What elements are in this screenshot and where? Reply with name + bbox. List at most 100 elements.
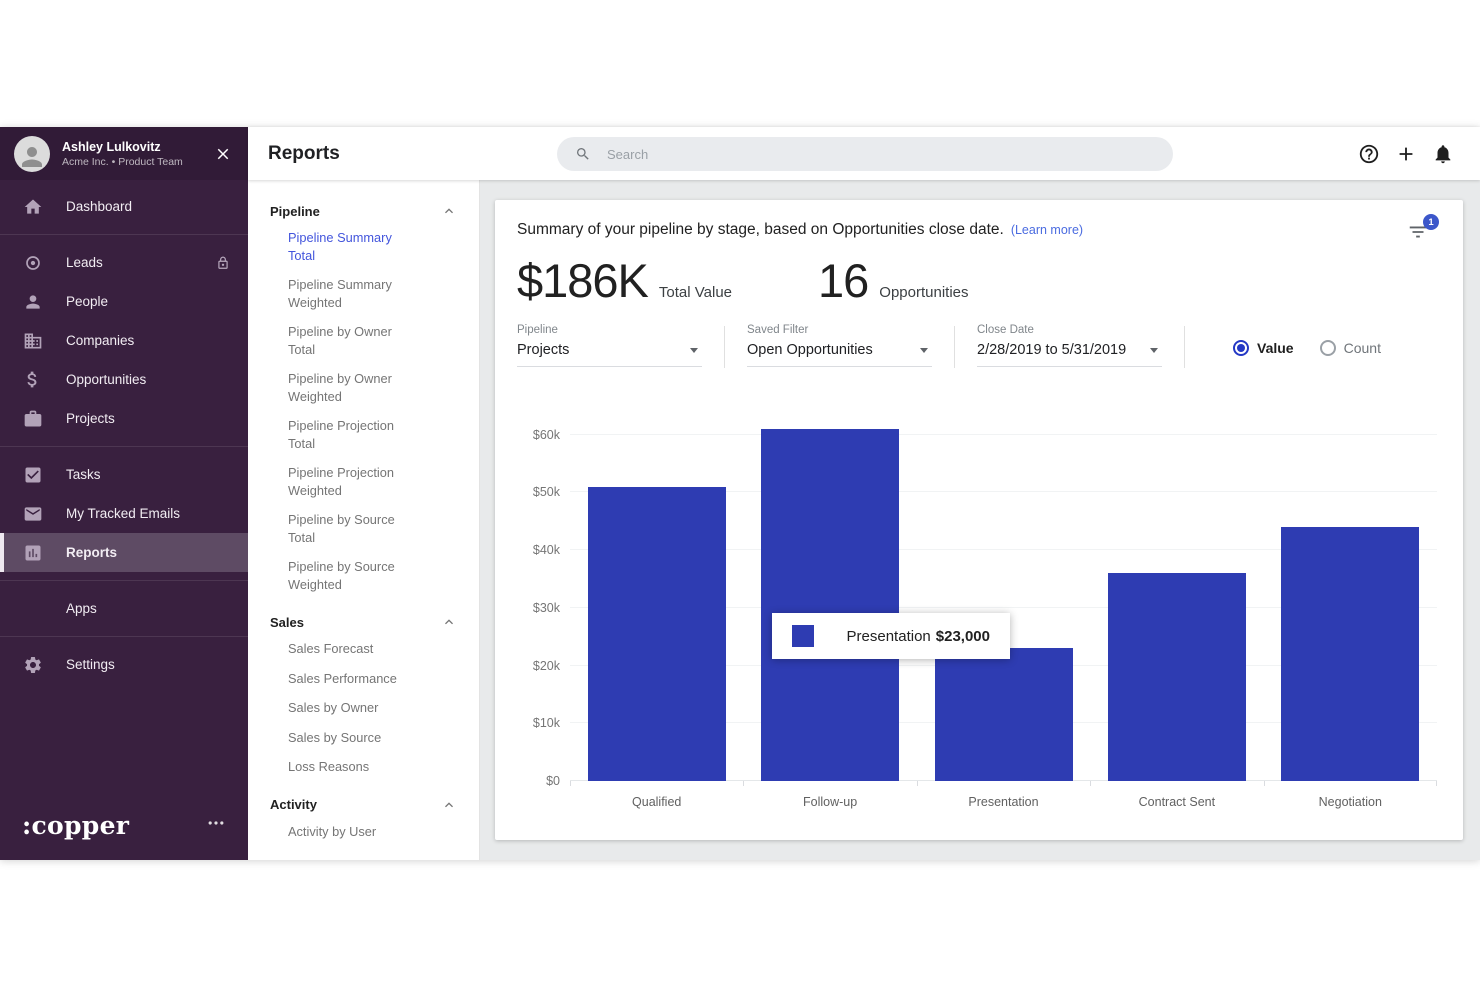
search-input[interactable] — [607, 146, 1155, 162]
stat-value: 16 — [818, 254, 869, 307]
value-count-toggle: Value Count — [1233, 340, 1381, 356]
sidebar-item-my-tracked-emails[interactable]: My Tracked Emails — [0, 494, 248, 533]
add-icon[interactable] — [1394, 142, 1417, 165]
no-icon — [22, 598, 43, 619]
filter-label: Close Date — [977, 324, 1034, 336]
divider — [1184, 326, 1185, 368]
nav-item-loss-reasons[interactable]: Loss Reasons — [288, 759, 370, 774]
sidebar-item-reports[interactable]: Reports — [0, 533, 248, 572]
sidebar-item-tasks[interactable]: Tasks — [0, 455, 248, 494]
task-check-icon — [22, 464, 43, 485]
radio-count[interactable]: Count — [1319, 340, 1381, 356]
y-axis-label: $20k — [532, 658, 560, 673]
x-axis-tick — [1436, 781, 1437, 786]
bar-follow-up[interactable] — [761, 429, 900, 781]
x-axis-label: Qualified — [632, 795, 682, 809]
nav-item-pipeline-summary-total[interactable]: Pipeline Summary Total — [288, 230, 392, 263]
search-bar[interactable] — [557, 137, 1173, 171]
nav-item-activity-by-user[interactable]: Activity by User — [288, 823, 377, 839]
avatar[interactable] — [14, 135, 50, 172]
chevron-up-icon — [445, 208, 453, 214]
filter-label: Saved Filter — [747, 324, 809, 336]
sidebar-item-label: My Tracked Emails — [66, 506, 181, 521]
sidebar-item-people[interactable]: People — [0, 282, 248, 321]
bar-presentation[interactable] — [934, 648, 1073, 781]
filter-bar: Pipeline Projects Saved Filter Open Oppo… — [495, 308, 1463, 368]
nav-item-sales-performance[interactable]: Sales Performance — [288, 670, 397, 686]
user-org: Acme Inc. • Product Team — [62, 155, 183, 168]
home-icon — [22, 196, 43, 217]
more-options-icon[interactable] — [206, 813, 226, 838]
chart-plot: Presentation $23,000 $0 $10k $20k $30k $40k $5… — [533, 428, 1437, 809]
report-card: Summary of your pipeline by stage, based… — [495, 200, 1463, 840]
sidebar-item-leads[interactable]: Leads — [0, 243, 248, 282]
nav-item-pipeline-by-owner-weighted[interactable]: Pipeline by Owner Weighted — [288, 371, 392, 404]
nav-item-sales-forecast[interactable]: Sales Forecast — [288, 641, 374, 656]
topbar: Reports — [248, 127, 1480, 180]
x-axis-label: Negotiation — [1318, 795, 1382, 809]
divider — [0, 446, 248, 447]
stat-value: $186K — [517, 254, 649, 307]
section-title: Pipeline — [270, 203, 320, 219]
sidebar-item-label: Leads — [66, 255, 103, 270]
gridline — [570, 549, 1437, 551]
y-axis-label: $0 — [546, 774, 560, 788]
content-area: Summary of your pipeline by stage, based… — [480, 180, 1480, 860]
nav-item-sales-by-source[interactable]: Sales by Source — [288, 729, 382, 745]
sidebar-nav: Dashboard Leads People Companies — [0, 180, 248, 795]
saved-filter-dropdown[interactable]: Saved Filter Open Opportunities — [747, 324, 932, 367]
stat-label: Total Value — [658, 284, 733, 301]
section-title: Activity — [270, 797, 317, 812]
y-axis-label: $40k — [532, 543, 560, 558]
filter-icon[interactable]: 1 — [1407, 214, 1439, 245]
radio-value[interactable]: Value — [1233, 340, 1294, 356]
x-axis-tick — [916, 781, 918, 786]
x-axis-label: Follow-up — [802, 795, 858, 809]
bell-icon[interactable] — [1431, 142, 1454, 165]
nav-item-pipeline-by-owner-total[interactable]: Pipeline by Owner Total — [288, 324, 392, 357]
help-icon[interactable] — [1357, 142, 1380, 165]
divider — [954, 326, 955, 368]
pipeline-dropdown[interactable]: Pipeline Projects — [517, 324, 702, 367]
gridline — [570, 433, 1437, 435]
pipeline-bar-chart: Presentation $23,000 $0 $10k $20k $30k $40k $5… — [533, 428, 1437, 829]
bar-negotiation[interactable] — [1281, 527, 1420, 781]
divider — [0, 636, 248, 637]
filter-label: Pipeline — [517, 324, 558, 336]
nav-item-pipeline-by-source-total[interactable]: Pipeline by Source Total — [288, 512, 395, 545]
sidebar-item-label: Reports — [66, 545, 118, 560]
sidebar-item-projects[interactable]: Projects — [0, 399, 248, 438]
nav-item-sales-by-owner[interactable]: Sales by Owner — [288, 700, 379, 715]
caret-down-icon — [920, 347, 928, 353]
y-axis-label: $60k — [532, 427, 560, 442]
caret-down-icon — [1150, 347, 1158, 353]
app-window: Ashley Lulkovitz Acme Inc. • Product Tea… — [0, 127, 1480, 860]
sidebar-item-label: People — [66, 294, 109, 309]
sidebar-item-opportunities[interactable]: Opportunities — [0, 360, 248, 399]
bar-contract-sent[interactable] — [1107, 573, 1246, 781]
close-icon[interactable] — [214, 145, 232, 163]
radio-label: Value — [1257, 340, 1294, 356]
nav-item-pipeline-summary-weighted[interactable]: Pipeline Summary Weighted — [288, 277, 392, 310]
sidebar-item-companies[interactable]: Companies — [0, 321, 248, 360]
sidebar-item-dashboard[interactable]: Dashboard — [0, 187, 248, 226]
gear-icon — [22, 654, 43, 675]
chevron-up-icon — [445, 619, 453, 625]
copper-logo: :copper — [22, 811, 130, 840]
section-activity[interactable]: Activity — [248, 788, 479, 823]
learn-more-link[interactable]: (Learn more) — [1010, 223, 1084, 237]
section-sales[interactable]: Sales — [248, 605, 479, 640]
close-date-dropdown[interactable]: Close Date 2/28/2019 to 5/31/2019 — [977, 324, 1162, 367]
sidebar-item-settings[interactable]: Settings — [0, 645, 248, 684]
bar-qualified[interactable] — [587, 486, 726, 781]
section-pipeline[interactable]: Pipeline — [248, 194, 479, 229]
nav-item-pipeline-projection-weighted[interactable]: Pipeline Projection Weighted — [288, 465, 394, 498]
filter-value: Projects — [517, 342, 570, 358]
search-icon — [577, 148, 589, 160]
summary-stats: $186K Total Value 16 Opportunities — [495, 245, 1463, 308]
y-axis-label: $30k — [532, 600, 560, 615]
filter-badge: 1 — [1423, 214, 1439, 230]
nav-item-pipeline-projection-total[interactable]: Pipeline Projection Total — [288, 418, 394, 451]
sidebar-item-apps[interactable]: Apps — [0, 589, 248, 628]
nav-item-pipeline-by-source-weighted[interactable]: Pipeline by Source Weighted — [288, 559, 395, 592]
